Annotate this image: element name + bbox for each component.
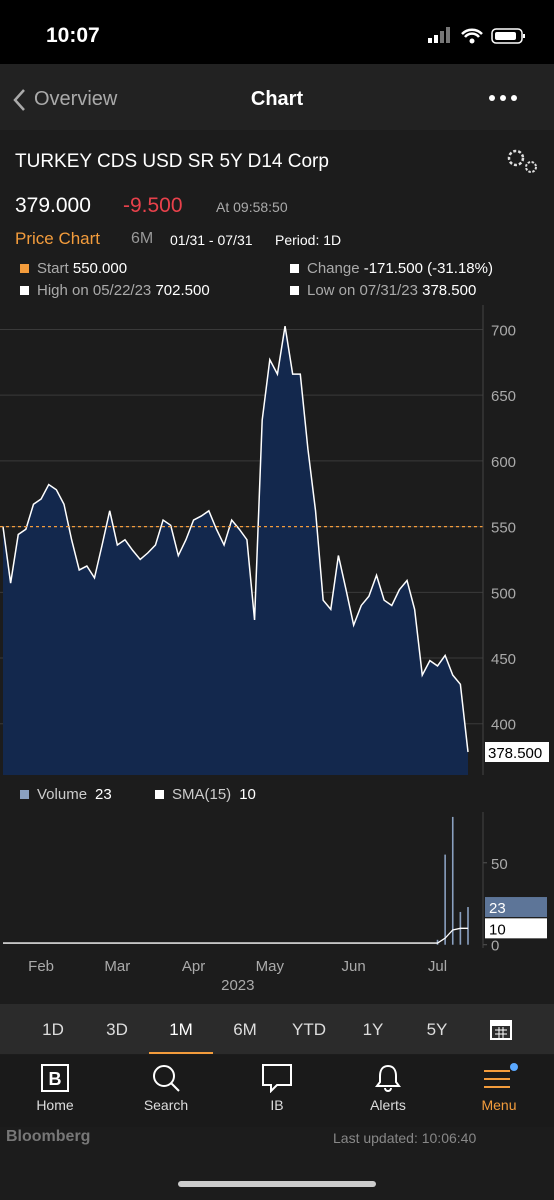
range-tab[interactable]: 3D [106, 1020, 128, 1039]
chart-period: Period: 1D [275, 232, 342, 248]
calendar-icon[interactable] [490, 1018, 512, 1040]
quote-time: At 09:58:50 [216, 199, 288, 215]
y-tick-label: 50 [491, 856, 508, 873]
volume-bar [451, 816, 454, 945]
price: 379.000 [15, 194, 91, 217]
range-tab[interactable]: 1M [149, 1020, 213, 1054]
status-icons [428, 27, 525, 44]
x-tick-label: Feb [28, 958, 54, 975]
x-tick-label: Jul [428, 958, 447, 975]
ib-icon [262, 1064, 292, 1093]
last-value-label: 10 [489, 921, 506, 938]
svg-text:B: B [49, 1069, 62, 1089]
x-tick-label: Mar [104, 958, 130, 975]
brand: Bloomberg [6, 1128, 91, 1145]
legend-value: 10 [239, 786, 256, 803]
menu-icon [484, 1063, 518, 1088]
range-tab[interactable]: YTD [292, 1020, 326, 1039]
volume-bar [444, 854, 446, 945]
clock: 10:07 [46, 24, 100, 47]
last-value-box [485, 742, 549, 762]
tab[interactable]: Menu [454, 1055, 544, 1125]
tab-label: Search [143, 1097, 189, 1113]
home-indicator [178, 1181, 376, 1187]
legend-label: Volume [37, 786, 87, 803]
x-tick-label: Apr [182, 958, 205, 975]
last-value-label: 378.500 [488, 745, 542, 762]
security-name: TURKEY CDS USD SR 5Y D14 Corp [15, 151, 329, 172]
tab-label: IB [270, 1097, 284, 1113]
price-change: -9.500 [123, 194, 183, 217]
stat-value: 702.500 [155, 282, 210, 299]
y-tick-label: 500 [491, 585, 516, 602]
last-value-box [485, 918, 547, 939]
last-updated: Last updated: 10:06:40 [333, 1130, 477, 1146]
y-tick-label: 450 [491, 651, 516, 668]
y-tick-label: 550 [491, 520, 516, 537]
last-value-box [485, 897, 547, 918]
x-tick-label: Jun [342, 958, 366, 975]
y-tick-label: 700 [491, 322, 516, 339]
stat: Start 550.000 [20, 260, 127, 277]
stat-value: 550.000 [72, 260, 128, 277]
stat-value: -171.500 (-31.18%) [363, 260, 493, 277]
x-axis-label: 2023 [221, 977, 254, 994]
status-bar: 10:07 [0, 0, 554, 64]
tab[interactable]: B Home [10, 1055, 100, 1125]
y-tick-label: 650 [491, 388, 516, 405]
nav-title: Chart [250, 88, 304, 110]
last-value-label: 23 [489, 900, 506, 917]
back-icon[interactable] [12, 88, 26, 112]
sma-line [3, 927, 468, 944]
volume-bar [467, 907, 469, 945]
tab-label: Home [36, 1097, 74, 1113]
y-tick-label: 0 [491, 938, 499, 955]
legend-label: SMA(15) [172, 786, 231, 803]
range-tab[interactable]: 6M [233, 1020, 257, 1039]
chart-range: 6M [131, 230, 154, 247]
y-tick-label: 400 [491, 717, 516, 734]
range-tab[interactable]: 1Y [362, 1020, 384, 1039]
search-icon [153, 1065, 180, 1092]
range-tab[interactable]: 5Y [426, 1020, 448, 1039]
back-button[interactable]: Overview [34, 88, 118, 110]
stat-label: Low on 07/31/23 [307, 282, 418, 299]
y-tick-label: 600 [491, 454, 516, 471]
tab[interactable]: IB [232, 1055, 322, 1125]
stat: Low on 07/31/23 378.500 [290, 282, 476, 299]
settings-icon[interactable] [504, 146, 540, 176]
stat-value: 378.500 [422, 282, 477, 299]
tab-label: Alerts [370, 1097, 406, 1113]
tab[interactable]: Search [121, 1055, 211, 1125]
nav-bar: Overview Chart [0, 64, 554, 130]
legend-value: 23 [95, 786, 112, 803]
alerts-icon [375, 1064, 401, 1092]
legend-swatch [20, 790, 29, 799]
tab-label: Menu [481, 1097, 517, 1113]
stat-label: High on 05/22/23 [37, 282, 152, 299]
stat-label: Start [37, 260, 69, 277]
home-icon: B [41, 1064, 69, 1092]
chart-dates: 01/31 - 07/31 [170, 232, 253, 248]
x-tick-label: May [256, 958, 285, 975]
tab-bar [0, 1055, 554, 1127]
stat: High on 05/22/23 702.500 [20, 282, 210, 299]
stat-label: Change [307, 260, 360, 277]
price-line [2, 326, 469, 753]
chart-label: Price Chart [15, 229, 101, 248]
stat: Change -171.500 (-31.18%) [290, 260, 493, 277]
tab[interactable]: Alerts [343, 1055, 433, 1125]
volume-bar [436, 939, 439, 945]
range-tabs: 1D 3D 1M 6M YTD 1Y 5Y [0, 1004, 554, 1054]
range-tab[interactable]: 1D [42, 1020, 64, 1039]
area [3, 326, 468, 775]
legend-swatch [155, 790, 164, 799]
more-button[interactable] [488, 94, 518, 102]
